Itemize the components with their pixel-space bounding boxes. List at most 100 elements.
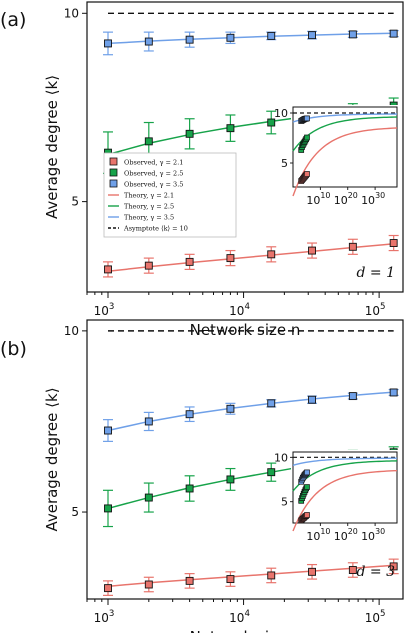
data-point <box>389 29 398 38</box>
y-axis-title: Average degree ⟨k⟩ <box>43 387 61 531</box>
theory-line-gamma_2_1 <box>107 243 394 273</box>
x-tick-label: 104 <box>229 302 250 318</box>
legend-entry: Theory, γ = 3.5 <box>124 214 174 222</box>
legend-entry: Asymptote ⟨k⟩ = 10 <box>123 225 188 233</box>
data-point <box>267 399 276 408</box>
legend-box <box>103 152 237 238</box>
legend-swatch <box>109 179 118 188</box>
inset-x-tick-label: 1030 <box>361 527 385 543</box>
data-point <box>104 584 112 593</box>
data-point <box>226 575 235 584</box>
x-tick-label: 105 <box>365 609 386 625</box>
data-point <box>144 580 153 589</box>
dimension-annotation: d = 1 <box>357 265 396 281</box>
data-point <box>348 566 357 574</box>
x-tick-label: 103 <box>94 302 115 318</box>
legend-entry: Observed, γ = 3.5 <box>124 181 183 189</box>
inset-x-tick-label: 1020 <box>334 191 358 207</box>
data-point <box>389 239 398 247</box>
dimension-annotation: d = 3 <box>357 564 396 580</box>
theory-line-gamma_2_1 <box>107 564 394 588</box>
y-tick-label: 5 <box>71 195 79 209</box>
panel-label: (b) <box>0 338 27 360</box>
inset-x-tick-label: 1010 <box>306 191 330 207</box>
data-point <box>185 484 194 493</box>
y-axis-title: Average degree ⟨k⟩ <box>43 75 61 219</box>
inset-theory-line <box>292 116 398 152</box>
inset-theory-line <box>292 113 398 123</box>
legend-entry: Theory, γ = 2.1 <box>124 192 174 200</box>
inset-theory-line <box>292 460 398 492</box>
data-point <box>185 35 194 44</box>
data-point <box>185 257 194 266</box>
data-point <box>308 395 316 404</box>
data-point <box>144 493 153 502</box>
inset-x-tick-label: 1010 <box>306 527 330 543</box>
inset-y-tick-label: 10 <box>274 107 288 120</box>
legend: Observed, γ = 2.1 Observed, γ = 2.5 Observ… <box>103 152 237 238</box>
data-point <box>389 388 398 397</box>
data-point <box>226 124 235 133</box>
inset-data-point <box>304 171 310 177</box>
data-point <box>185 410 194 419</box>
inset-theory-line <box>292 457 398 466</box>
data-point <box>308 31 316 40</box>
data-point <box>226 254 235 263</box>
theory-line-gamma_3_5 <box>107 391 394 432</box>
data-point <box>144 261 153 270</box>
data-point <box>348 30 357 39</box>
inset-frame <box>292 451 398 524</box>
x-tick-label: 103 <box>94 609 115 625</box>
theory-line-gamma_3_5 <box>107 32 394 45</box>
y-tick-label: 10 <box>64 324 79 338</box>
y-tick-label: 5 <box>71 505 79 519</box>
legend-swatch <box>109 157 118 166</box>
inset-y-tick-label: 10 <box>274 451 288 464</box>
data-point <box>104 265 112 274</box>
x-axis-title: Network size n <box>190 321 301 339</box>
x-axis-title: Network size n <box>190 628 301 633</box>
inset-y-tick-label: 5 <box>281 157 288 170</box>
plot-frame <box>86 319 404 600</box>
panel-label: (a) <box>0 9 26 31</box>
data-point <box>267 118 276 127</box>
data-point <box>308 567 316 576</box>
data-point <box>104 426 112 435</box>
data-point <box>144 417 153 426</box>
inset-data-point <box>304 512 310 518</box>
data-point <box>267 468 276 477</box>
inset-theory-line <box>292 127 398 197</box>
plot-frame <box>86 1 404 293</box>
inset-theory-line <box>292 469 398 532</box>
data-point <box>104 39 112 48</box>
inset-data-point <box>304 134 310 141</box>
data-point <box>226 33 235 42</box>
data-point <box>144 137 153 146</box>
data-point <box>348 392 357 401</box>
legend-entry: Observed, γ = 2.5 <box>124 170 183 178</box>
inset-data-point <box>304 469 310 476</box>
legend-swatch <box>109 168 118 177</box>
x-tick-label: 105 <box>365 302 386 318</box>
inset-data-point <box>304 484 310 490</box>
data-point <box>267 571 276 580</box>
data-point <box>104 504 112 513</box>
inset-y-tick-label: 5 <box>281 496 288 509</box>
data-point <box>226 475 235 484</box>
x-tick-label: 104 <box>229 609 250 625</box>
data-point <box>144 37 153 46</box>
legend-entry: Theory, γ = 2.5 <box>124 203 174 211</box>
legend-entry: Observed, γ = 2.1 <box>124 159 183 167</box>
inset-data-point <box>304 115 310 122</box>
data-point <box>389 562 398 571</box>
inset-frame <box>292 106 398 188</box>
inset-x-tick-label: 1030 <box>361 191 385 207</box>
data-point <box>267 31 276 40</box>
data-point <box>308 246 316 255</box>
data-point <box>267 250 276 259</box>
data-point <box>185 576 194 585</box>
